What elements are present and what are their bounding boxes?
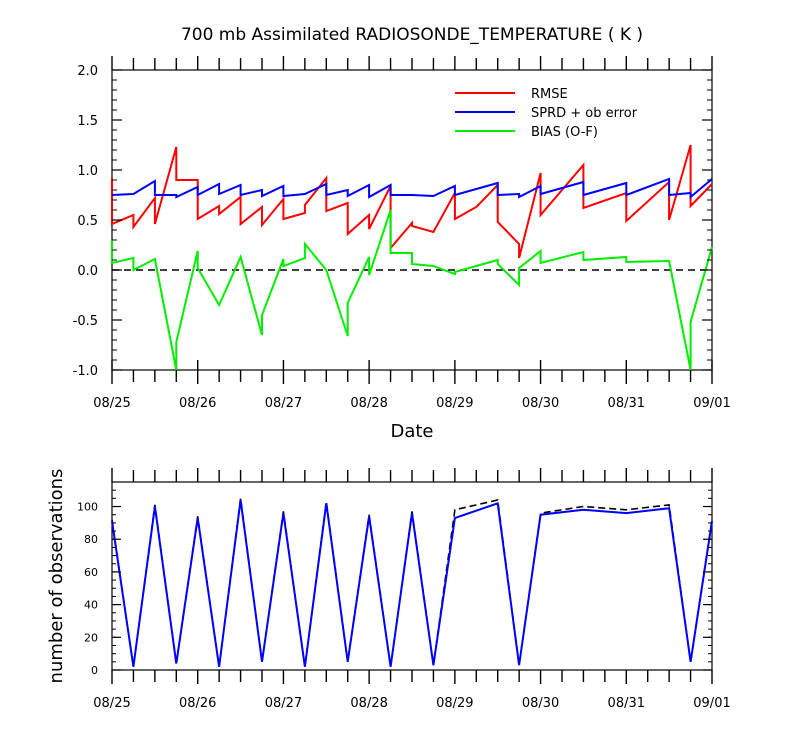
top-y-tick-label: 0.0 — [77, 264, 98, 279]
bottom-x-tick-label: 08/27 — [265, 696, 302, 711]
top-x-tick-label: 08/29 — [436, 396, 473, 411]
series-line-possible-observations — [111, 498, 713, 667]
bottom-x-tick-label: 08/31 — [608, 696, 645, 711]
series-line-used-observations — [111, 499, 713, 667]
top-y-tick-label: 1.5 — [77, 114, 98, 129]
bottom-plot-area: 0 20 40 60 80 100 08/25 08/26 08/27 08/28 08/29 08… — [77, 468, 731, 711]
bottom-x-tick-label: 08/28 — [350, 696, 387, 711]
bottom-x-tick-label: 08/26 — [179, 696, 216, 711]
top-y-tick-label: 1.0 — [77, 164, 98, 179]
bottom-y-tick-label: 80 — [84, 533, 98, 546]
bottom-y-axis-label: number of observations — [46, 469, 67, 684]
legend-label-bias: BIAS (O-F) — [531, 125, 598, 140]
bottom-y-tick-label: 60 — [84, 566, 98, 579]
top-x-tick-label: 08/31 — [608, 396, 645, 411]
top-x-tick-label: 08/27 — [265, 396, 302, 411]
bottom-x-tick-label: 09/01 — [693, 696, 730, 711]
series-line-bias-o-f- — [111, 209, 713, 371]
series-line-sprd-ob-error — [111, 177, 713, 200]
top-x-axis-label: Date — [390, 421, 433, 442]
top-x-tick-label: 08/30 — [522, 396, 559, 411]
bottom-y-tick-label: 40 — [84, 599, 98, 612]
legend-label-rmse: RMSE — [531, 87, 568, 102]
top-y-tick-label: 0.5 — [77, 214, 98, 229]
bottom-x-tick-label: 08/29 — [436, 696, 473, 711]
chart-title: 700 mb Assimilated RADIOSONDE_TEMPERATUR… — [181, 25, 643, 45]
top-y-tick-label: -1.0 — [73, 364, 98, 379]
bottom-x-tick-label: 08/30 — [522, 696, 559, 711]
bottom-y-tick-label: 100 — [77, 501, 98, 514]
top-x-tick-label: 08/26 — [179, 396, 216, 411]
top-y-tick-label: -0.5 — [73, 314, 98, 329]
top-x-tick-label: 08/25 — [93, 396, 130, 411]
top-x-tick-label: 08/28 — [350, 396, 387, 411]
top-plot-area: -1.0 -0.5 0.0 0.5 1.0 1.5 2.0 08/25 08/26 08/27 0… — [73, 56, 731, 411]
legend-label-sprd: SPRD + ob error — [531, 106, 638, 121]
bottom-y-tick-label: 0 — [91, 664, 98, 677]
series-line-rmse — [111, 144, 713, 259]
top-x-tick-label: 09/01 — [693, 396, 730, 411]
top-y-tick-label: 2.0 — [77, 64, 98, 79]
bottom-x-tick-label: 08/25 — [93, 696, 130, 711]
legend: RMSE SPRD + ob error BIAS (O-F) — [455, 87, 638, 140]
bottom-y-tick-label: 20 — [84, 631, 98, 644]
